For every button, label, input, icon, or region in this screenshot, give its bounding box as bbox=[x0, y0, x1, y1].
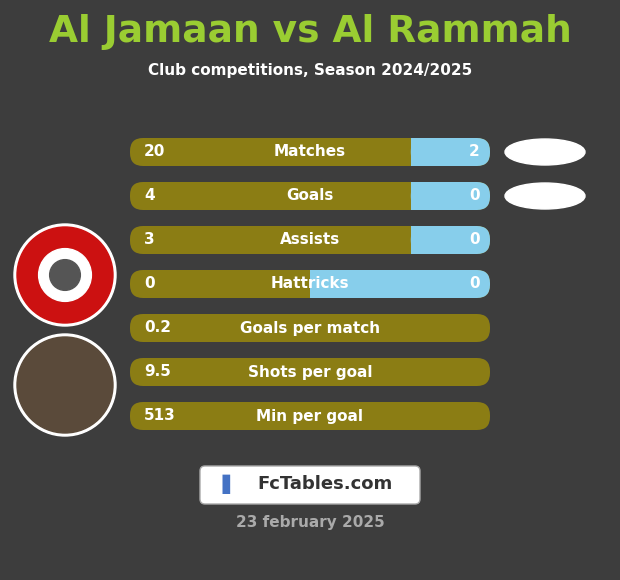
Text: Min per goal: Min per goal bbox=[257, 408, 363, 423]
Text: ▐: ▐ bbox=[215, 474, 229, 494]
Text: Goals: Goals bbox=[286, 188, 334, 204]
FancyBboxPatch shape bbox=[411, 226, 490, 254]
FancyBboxPatch shape bbox=[310, 270, 490, 298]
Text: 0: 0 bbox=[469, 233, 480, 248]
FancyBboxPatch shape bbox=[200, 466, 420, 504]
FancyBboxPatch shape bbox=[130, 226, 490, 254]
FancyBboxPatch shape bbox=[130, 138, 490, 166]
Text: 513: 513 bbox=[144, 408, 175, 423]
Circle shape bbox=[17, 337, 113, 433]
Text: 2: 2 bbox=[469, 144, 480, 160]
FancyBboxPatch shape bbox=[130, 182, 490, 210]
Bar bbox=[411, 226, 424, 254]
FancyBboxPatch shape bbox=[130, 314, 490, 342]
FancyBboxPatch shape bbox=[411, 138, 490, 166]
FancyBboxPatch shape bbox=[411, 182, 490, 210]
Circle shape bbox=[14, 334, 116, 436]
Ellipse shape bbox=[505, 139, 585, 165]
Circle shape bbox=[14, 224, 116, 326]
Bar bbox=[411, 138, 424, 166]
Text: 0: 0 bbox=[144, 277, 154, 292]
FancyBboxPatch shape bbox=[130, 270, 490, 298]
Text: Hattricks: Hattricks bbox=[271, 277, 349, 292]
Circle shape bbox=[17, 227, 113, 323]
Text: 0.2: 0.2 bbox=[144, 321, 171, 335]
Text: 4: 4 bbox=[144, 188, 154, 204]
Text: 3: 3 bbox=[144, 233, 154, 248]
Text: Goals per match: Goals per match bbox=[240, 321, 380, 335]
Text: Club competitions, Season 2024/2025: Club competitions, Season 2024/2025 bbox=[148, 63, 472, 78]
Text: Al Jamaan vs Al Rammah: Al Jamaan vs Al Rammah bbox=[48, 14, 572, 50]
Text: Assists: Assists bbox=[280, 233, 340, 248]
Circle shape bbox=[38, 249, 91, 302]
Circle shape bbox=[50, 260, 81, 291]
Text: 0: 0 bbox=[469, 277, 480, 292]
FancyBboxPatch shape bbox=[130, 402, 490, 430]
Text: 0: 0 bbox=[469, 188, 480, 204]
Text: Shots per goal: Shots per goal bbox=[248, 364, 372, 379]
Ellipse shape bbox=[505, 183, 585, 209]
Bar bbox=[411, 182, 424, 210]
Text: 9.5: 9.5 bbox=[144, 364, 171, 379]
Text: FcTables.com: FcTables.com bbox=[257, 475, 392, 493]
Text: Matches: Matches bbox=[274, 144, 346, 160]
Bar bbox=[310, 270, 323, 298]
Text: 20: 20 bbox=[144, 144, 166, 160]
FancyBboxPatch shape bbox=[130, 358, 490, 386]
Text: 23 february 2025: 23 february 2025 bbox=[236, 514, 384, 530]
